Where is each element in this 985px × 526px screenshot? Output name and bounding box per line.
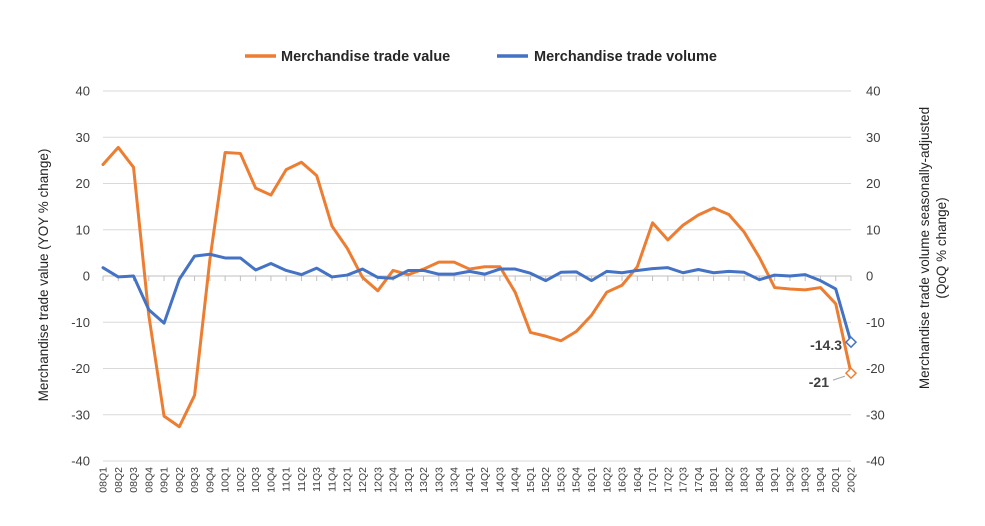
right-y-tick-label: 40 [866,84,880,99]
x-tick-label: 09Q1 [159,467,171,493]
x-tick-label: 10Q1 [220,467,232,493]
data-callouts: -14.3 -21 [809,337,846,390]
x-tick-label: 08Q3 [128,467,140,493]
right-y-tick-label: -20 [866,361,885,376]
right-y-axis-label-line1: Merchandise trade volume seasonally-adju… [917,107,932,389]
x-tick-label: 08Q2 [113,467,125,493]
x-tick-label: 17Q4 [693,467,705,493]
left-y-axis-ticks: 40 30 20 10 0 -10 -20 -30 -40 [71,84,90,469]
x-tick-label: 15Q4 [571,467,583,493]
x-tick-label: 08Q1 [98,467,110,493]
right-y-axis-label-line2: (QoQ % change) [934,197,949,298]
left-y-tick-label: 0 [83,269,90,284]
x-tick-label: 20Q2 [846,467,858,493]
x-tick-label: 09Q4 [204,467,216,493]
x-axis-ticks: 08Q1 08Q2 08Q3 08Q4 09Q1 09Q2 09Q3 09Q4 10Q1 10Q2… [98,467,858,493]
legend-label-value: Merchandise trade value [281,49,450,65]
x-axis-zero-line [102,275,852,281]
x-tick-label: 09Q3 [189,467,201,493]
x-tick-label: 16Q1 [586,467,598,493]
x-tick-label: 10Q4 [265,467,277,493]
left-y-tick-label: 10 [76,222,90,237]
x-tick-label: 19Q4 [815,467,827,493]
x-tick-label: 18Q2 [723,467,735,493]
right-y-tick-label: 20 [866,176,880,191]
callout-leader-line [832,375,846,381]
left-y-tick-label: 30 [76,130,90,145]
right-y-tick-label: -10 [866,315,885,330]
x-tick-label: 13Q1 [403,467,415,493]
right-y-axis-ticks: 40 30 20 10 0 -10 -20 -30 -40 [866,84,885,469]
x-tick-label: 11Q2 [296,467,308,492]
left-y-tick-label: -20 [71,361,90,376]
x-tick-label: 14Q4 [510,467,522,493]
x-tick-label: 09Q2 [174,467,186,493]
legend: Merchandise trade value Merchandise trad… [245,49,717,65]
x-tick-label: 14Q3 [494,467,506,493]
x-tick-label: 13Q4 [449,467,461,493]
left-y-tick-label: 40 [76,84,90,99]
callout-label-value: -21 [809,374,829,390]
x-tick-label: 19Q1 [769,467,781,493]
x-tick-label: 14Q1 [464,467,476,493]
x-tick-label: 11Q3 [311,467,323,492]
right-y-tick-label: -30 [866,407,885,422]
x-tick-label: 12Q4 [388,467,400,493]
left-y-tick-label: -10 [71,315,90,330]
x-tick-label: 12Q1 [342,467,354,493]
series-lines [101,145,853,429]
left-y-tick-label: -30 [71,407,90,422]
x-tick-label: 10Q3 [250,467,262,493]
x-tick-label: 15Q2 [540,467,552,493]
end-marker-trade-value [844,367,858,380]
left-y-tick-label: 20 [76,176,90,191]
x-tick-label: 17Q1 [647,467,659,493]
gridlines [103,90,851,462]
x-tick-label: 16Q2 [601,467,613,493]
left-y-tick-label: -40 [71,454,90,469]
end-marker-trade-volume [844,336,858,349]
x-tick-label: 08Q4 [143,467,155,493]
legend-label-volume: Merchandise trade volume [534,49,717,65]
x-tick-label: 17Q3 [678,467,690,493]
right-y-tick-label: -40 [866,454,885,469]
x-tick-label: 19Q3 [800,467,812,493]
x-tick-label: 11Q1 [281,467,293,492]
x-tick-label: 10Q2 [235,467,247,493]
end-markers [844,336,858,380]
right-y-tick-label: 30 [866,130,880,145]
x-tick-label: 15Q3 [555,467,567,493]
x-tick-label: 16Q4 [632,467,644,493]
x-tick-label: 16Q3 [617,467,629,493]
x-tick-label: 13Q2 [418,467,430,493]
x-tick-label: 18Q4 [754,467,766,493]
left-y-axis-label: Merchandise trade value (YOY % change) [36,149,51,402]
x-tick-label: 18Q1 [708,467,720,493]
x-tick-label: 14Q2 [479,467,491,493]
x-tick-label: 17Q2 [662,467,674,493]
x-tick-label: 12Q2 [357,467,369,493]
right-y-tick-label: 10 [866,222,880,237]
x-tick-label: 11Q4 [326,467,338,492]
x-tick-label: 18Q3 [739,467,751,493]
x-tick-label: 15Q1 [525,467,537,493]
x-tick-label: 20Q1 [830,467,842,493]
x-tick-label: 12Q3 [372,467,384,493]
x-tick-label: 13Q3 [433,467,445,493]
series-line-trade-value [101,145,853,429]
callout-label-volume: -14.3 [810,337,842,353]
x-tick-label: 19Q2 [784,467,796,493]
right-y-tick-label: 0 [866,269,873,284]
series-line-trade-volume [101,252,853,344]
